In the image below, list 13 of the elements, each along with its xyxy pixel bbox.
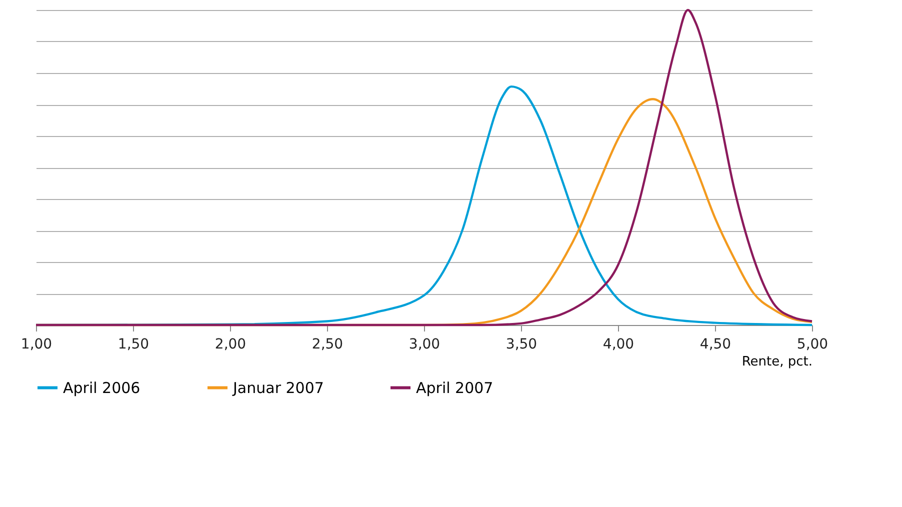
x-tick-label: 4,50: [700, 336, 732, 352]
legend-label: April 2007: [416, 378, 494, 397]
legend-label: Januar 2007: [232, 378, 324, 397]
x-tick-label: 1,00: [20, 336, 52, 352]
x-tick-label: 3,00: [408, 336, 440, 352]
x-tick-label: 2,50: [312, 336, 344, 352]
legend-label: April 2006: [63, 378, 140, 397]
x-tick-label: 2,00: [214, 336, 246, 352]
x-tick-label: 4,00: [602, 336, 634, 352]
x-axis-title: Rente, pct.: [742, 354, 812, 370]
x-tick-label: 3,50: [506, 336, 538, 352]
x-tick-label: 1,50: [118, 336, 150, 352]
x-tick-label: 5,00: [796, 336, 828, 352]
